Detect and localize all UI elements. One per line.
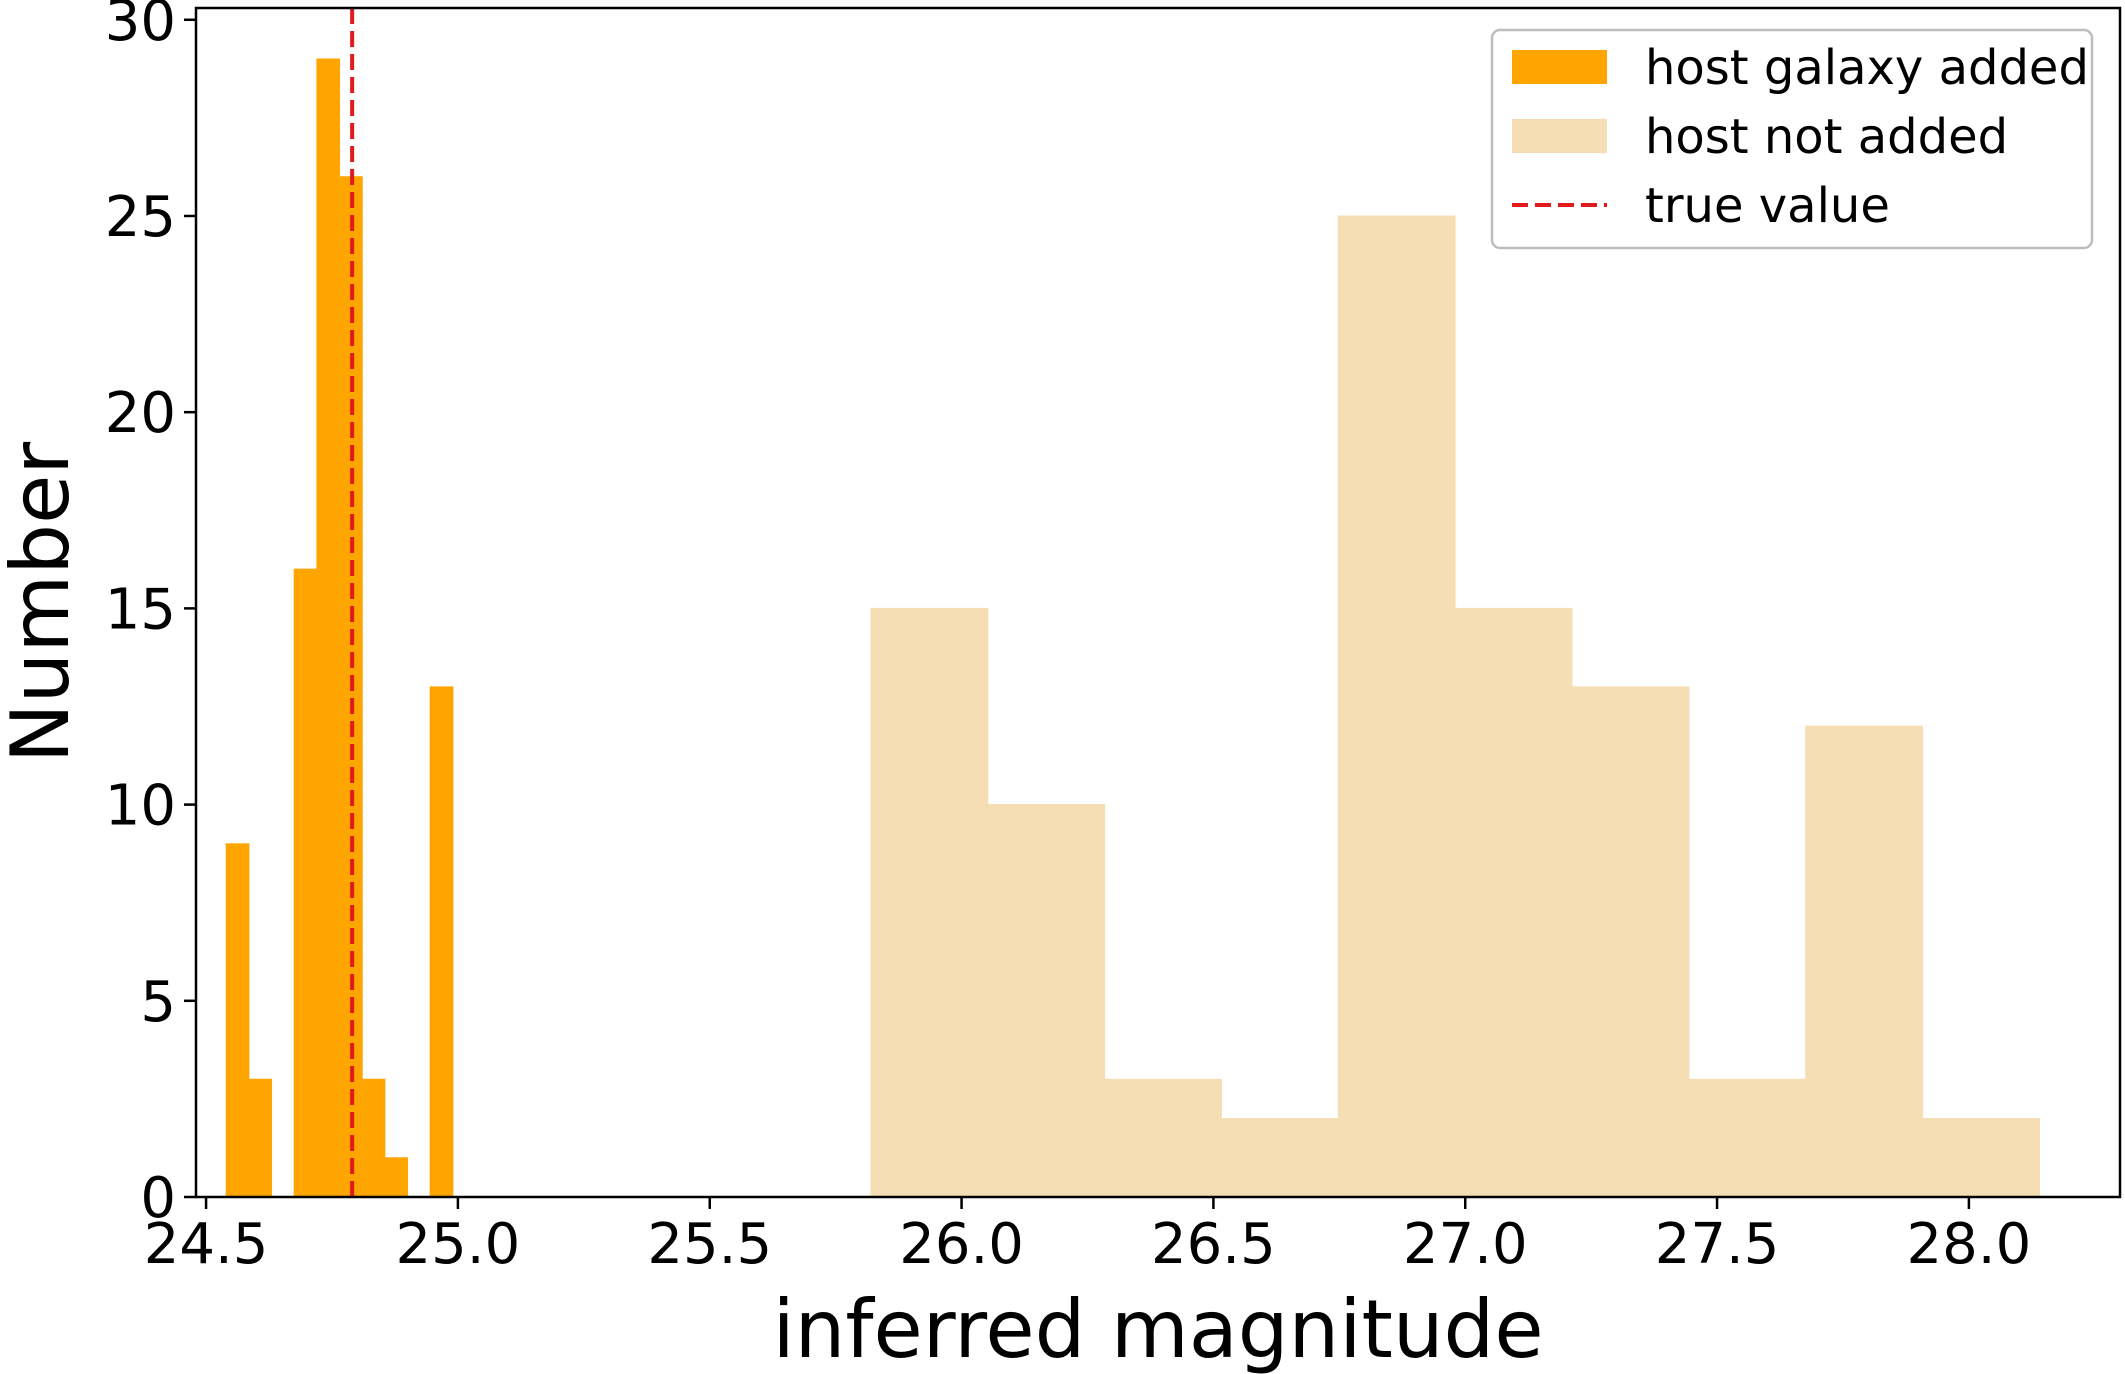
bar-host-not-added-9: [1922, 1118, 2040, 1198]
bar-host-galaxy-added-6: [361, 1078, 386, 1198]
bar-host-galaxy-added-1: [248, 1078, 273, 1198]
bar-host-not-added-2: [1104, 1078, 1222, 1198]
x-tick-label: 26.0: [899, 1212, 1024, 1277]
y-tick-label: 5: [140, 970, 176, 1035]
x-tick-label: 25.0: [396, 1212, 521, 1277]
y-tick-label: 0: [140, 1166, 176, 1231]
bar-host-galaxy-added-0: [225, 843, 250, 1198]
x-axis: 24.5 25.0 25.5 26.0 26.5 27.0 27.5 28.0: [144, 1197, 2032, 1277]
y-tick-label: 30: [105, 0, 176, 54]
bar-host-not-added-0: [870, 607, 989, 1198]
bar-host-galaxy-added-7: [384, 1157, 409, 1198]
legend-swatch-host-galaxy-added: [1512, 50, 1607, 84]
y-axis: 0 5 10 15 20 25 30: [105, 0, 196, 1231]
legend: host galaxy added host not added true va…: [1490, 28, 2094, 250]
x-tick-label: 25.5: [647, 1212, 772, 1277]
y-tick-label: 10: [105, 774, 176, 839]
legend-swatch-host-not-added: [1512, 119, 1607, 153]
legend-label-host-not-added: host not added: [1645, 109, 2008, 165]
x-tick-label: 27.0: [1403, 1212, 1528, 1277]
bar-host-not-added-1: [987, 804, 1106, 1198]
plot-frame: [194, 6, 2122, 1199]
y-axis-label: Number: [0, 442, 87, 763]
bar-host-not-added-4: [1337, 215, 1456, 1198]
bar-host-galaxy-added-3: [293, 568, 318, 1198]
y-tick-label: 25: [105, 185, 176, 250]
bar-host-galaxy-added-9: [429, 686, 454, 1198]
bar-host-not-added-7: [1688, 1078, 1807, 1198]
x-tick-label: 27.5: [1655, 1212, 1780, 1277]
bar-host-not-added-3: [1220, 1118, 1339, 1198]
bar-host-not-added-5: [1454, 607, 1573, 1198]
x-tick-label: 24.5: [144, 1212, 269, 1277]
legend-box: [1490, 28, 2094, 250]
legend-label-host-galaxy-added: host galaxy added: [1645, 40, 2089, 96]
bar-host-galaxy-added-4: [316, 58, 341, 1198]
bars-layer: [225, 58, 2040, 1198]
x-tick-label: 26.5: [1151, 1212, 1276, 1277]
y-tick-label: 20: [105, 381, 176, 446]
legend-label-true-value: true value: [1645, 178, 1890, 234]
y-tick-label: 15: [105, 577, 176, 642]
x-tick-label: 28.0: [1907, 1212, 2032, 1277]
x-axis-label: inferred magnitude: [772, 1283, 1543, 1374]
bar-host-not-added-8: [1805, 725, 1924, 1198]
bar-host-not-added-6: [1571, 686, 1690, 1198]
